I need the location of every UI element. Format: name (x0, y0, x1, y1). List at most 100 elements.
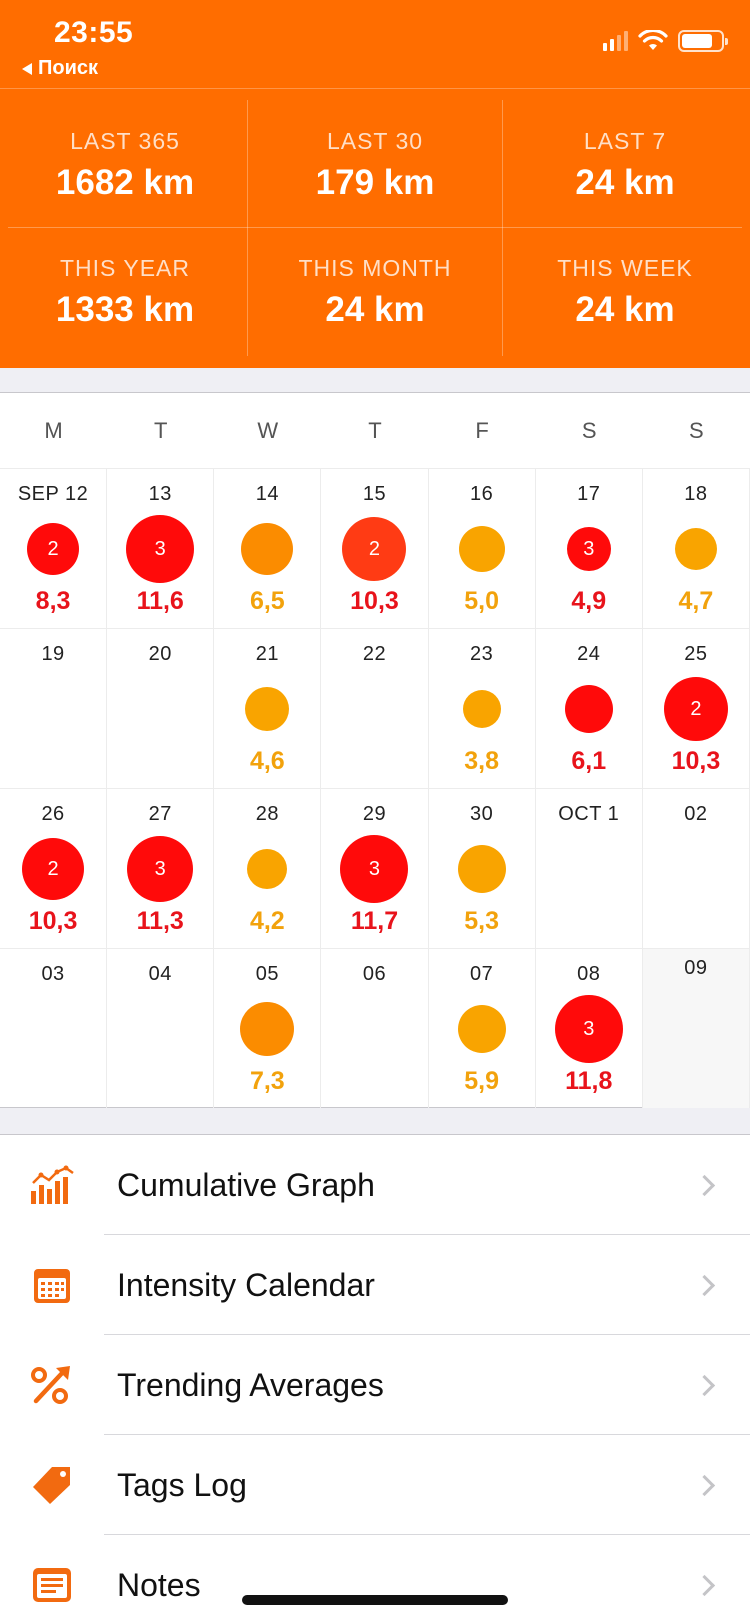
menu-item-notes[interactable]: Notes (0, 1535, 750, 1624)
day-distance: 11,8 (565, 1067, 613, 1095)
reports-menu: Cumulative Graph Intensity Calendar Tren… (0, 1134, 750, 1624)
chevron-right-icon (693, 1474, 716, 1496)
wifi-icon (638, 30, 668, 50)
stat-this-week[interactable]: THIS WEEK 24 km (500, 227, 750, 354)
calendar-day-cell[interactable]: 25 2 10,3 (642, 628, 750, 788)
day-distance: 10,3 (671, 747, 721, 775)
day-date-label: 25 (684, 643, 708, 665)
day-distance: 5,0 (464, 587, 499, 615)
day-date-label: 28 (255, 803, 279, 825)
calendar-day-cell[interactable]: 09 (642, 948, 750, 1108)
day-date-label: 04 (148, 963, 172, 985)
day-distance: 8,3 (35, 587, 71, 615)
calendar-day-cell[interactable]: 23 3,8 (428, 628, 536, 788)
stat-last-30[interactable]: LAST 30 179 km (250, 100, 500, 227)
stat-value: 24 km (575, 163, 675, 202)
day-date-label: 29 (362, 803, 387, 825)
chevron-right-icon (693, 1574, 716, 1596)
day-date-label: 05 (255, 963, 279, 985)
day-distance: 5,3 (464, 907, 499, 935)
stat-last-7[interactable]: LAST 7 24 km (500, 100, 750, 227)
day-date-label: 15 (362, 483, 387, 505)
calendar-day-cell[interactable]: 08 3 11,8 (535, 948, 643, 1108)
day-distance: 4,9 (571, 587, 607, 615)
activity-intensity-dot: 3 (340, 835, 409, 903)
activity-intensity-dot: 2 (663, 677, 728, 741)
day-date-label: 18 (684, 483, 708, 505)
menu-item-label: Cumulative Graph (117, 1166, 375, 1203)
stat-last-365[interactable]: LAST 365 1682 km (0, 100, 250, 227)
calendar-day-cell[interactable]: 04 (107, 948, 215, 1108)
menu-item-cumulative-graph[interactable]: Cumulative Graph (0, 1135, 750, 1235)
day-distance: 6,5 (249, 587, 285, 615)
stat-this-year[interactable]: THIS YEAR 1333 km (0, 227, 250, 354)
calendar-day-cell[interactable]: 15 2 10,3 (321, 468, 429, 628)
activity-intensity-dot (457, 845, 506, 893)
calendar-day-cell[interactable]: 30 5,3 (428, 788, 536, 948)
activity-intensity-dot (674, 528, 717, 570)
calendar-day-cell[interactable]: 20 (107, 628, 215, 788)
day-distance: 3,8 (464, 747, 499, 775)
day-distance: 10,3 (350, 587, 399, 615)
calendar-day-cell[interactable]: OCT 1 (535, 788, 643, 948)
calendar-day-cell[interactable]: 05 7,3 (214, 948, 322, 1108)
calendar-day-cell[interactable]: 14 6,5 (214, 468, 322, 628)
day-date-label: 08 (577, 963, 601, 985)
day-distance: 11,7 (350, 907, 399, 935)
calendar-day-cell[interactable]: 29 3 11,7 (321, 788, 429, 948)
activity-intensity-dot: 3 (126, 515, 195, 583)
weekday-header: M T W T F S S (0, 393, 750, 468)
back-to-search-button[interactable]: Поиск (22, 57, 98, 80)
day-date-label: 22 (362, 643, 387, 665)
chevron-right-icon (693, 1374, 716, 1396)
stat-label: THIS WEEK (557, 255, 693, 281)
calendar-day-cell[interactable]: 22 (321, 628, 429, 788)
day-date-label: 27 (148, 803, 172, 825)
calendar-day-cell[interactable]: 24 6,1 (535, 628, 643, 788)
calendar-day-cell[interactable]: 18 4,7 (642, 468, 750, 628)
stat-value: 1682 km (55, 163, 195, 202)
calendar-day-cell[interactable]: 03 (0, 948, 108, 1108)
back-arrow-icon (22, 62, 32, 75)
menu-item-tags-log[interactable]: Tags Log (0, 1435, 750, 1535)
day-distance: 4,6 (249, 747, 285, 775)
calendar-day-cell[interactable]: 13 3 11,6 (107, 468, 215, 628)
day-distance: 11,6 (136, 587, 184, 615)
calendar-day-cell[interactable]: 19 (0, 628, 108, 788)
calendar-day-cell[interactable]: 21 4,6 (214, 628, 322, 788)
status-time: 23:55 (54, 16, 134, 49)
calendar-day-cell[interactable]: 07 5,9 (428, 948, 536, 1108)
activity-intensity-dot (245, 687, 290, 731)
day-date-label: 03 (41, 963, 65, 985)
activity-intensity-dot (247, 849, 288, 889)
menu-item-trending-averages[interactable]: Trending Averages (0, 1335, 750, 1435)
calendar-day-cell[interactable]: 06 (321, 948, 429, 1108)
chevron-right-icon (693, 1274, 716, 1296)
activity-intensity-dot (462, 690, 501, 728)
day-date-label: 06 (362, 963, 387, 985)
weekday-label: M (44, 418, 63, 443)
day-distance: 4,7 (678, 587, 714, 615)
calendar-day-cell[interactable]: 16 5,0 (428, 468, 536, 628)
cellular-signal-icon (603, 31, 628, 51)
stat-this-month[interactable]: THIS MONTH 24 km (250, 227, 500, 354)
activity-intensity-dot: 2 (27, 523, 80, 575)
activity-intensity-dot: 3 (566, 527, 611, 571)
calendar-day-cell[interactable]: 02 (642, 788, 750, 948)
day-date-label: 13 (148, 483, 172, 505)
calendar-day-cell[interactable]: 28 4,2 (214, 788, 322, 948)
weekday-label: S (581, 418, 597, 443)
calendar-day-cell[interactable]: SEP 12 2 8,3 (0, 468, 108, 628)
menu-item-label: Notes (117, 1566, 201, 1603)
activity-calendar: M T W T F S S SEP 12 2 8,3 13 3 11,6 14 6,5 15 2 1… (0, 392, 750, 1108)
stat-label: LAST 7 (583, 128, 667, 154)
calendar-day-cell[interactable]: 26 2 10,3 (0, 788, 108, 948)
calendar-day-cell[interactable]: 27 3 11,3 (107, 788, 215, 948)
stat-value: 24 km (325, 290, 425, 329)
day-date-label: 17 (577, 483, 601, 505)
activity-intensity-dot (457, 1005, 506, 1053)
calendar-day-cell[interactable]: 17 3 4,9 (535, 468, 643, 628)
menu-item-intensity-calendar[interactable]: Intensity Calendar (0, 1235, 750, 1335)
percent-trend-icon (31, 1366, 70, 1404)
day-date-label: 19 (41, 643, 65, 665)
